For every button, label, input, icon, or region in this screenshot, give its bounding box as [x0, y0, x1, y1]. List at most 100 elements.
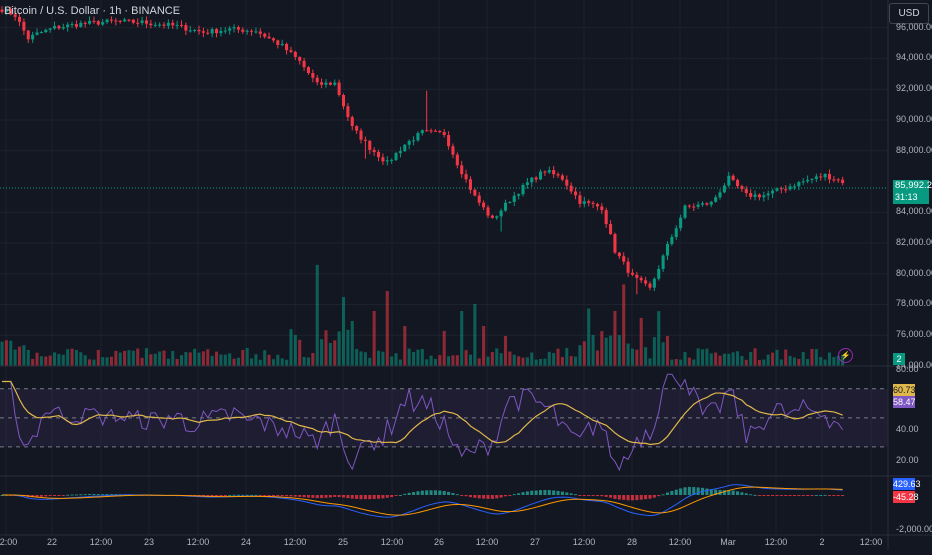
volume-bar: [105, 357, 109, 366]
macd-histogram-bar: [285, 495, 289, 497]
macd-histogram-bar: [83, 494, 87, 496]
macd-histogram-bar: [841, 495, 845, 496]
candle: [258, 31, 262, 34]
lightning-icon[interactable]: ⚡: [838, 348, 853, 363]
candle: [101, 22, 105, 25]
currency-button[interactable]: USD: [889, 3, 929, 24]
volume-bar: [17, 346, 22, 366]
volume-bar: [127, 350, 131, 366]
volume-bar: [88, 359, 92, 366]
candle: [355, 126, 359, 131]
volume-bar: [468, 354, 473, 366]
time-axis-label: 26: [433, 537, 445, 547]
volume-bar: [74, 350, 78, 366]
macd-histogram-bar: [267, 495, 271, 496]
candle: [442, 132, 446, 135]
candle: [455, 154, 459, 166]
candle: [223, 30, 227, 32]
candle: [657, 268, 661, 279]
candle: [123, 19, 127, 22]
candle: [26, 30, 30, 40]
volume-bar: [245, 348, 249, 366]
volume-bar: [267, 354, 271, 366]
volume-bar: [263, 350, 267, 366]
candle: [832, 179, 836, 181]
volume-bar: [193, 348, 197, 366]
candle: [83, 22, 87, 24]
macd-histogram-bar: [407, 492, 411, 495]
candle: [144, 20, 149, 24]
volume-bar: [657, 311, 661, 366]
volume-bar: [311, 353, 315, 366]
volume-bar: [679, 359, 683, 366]
volume-bar: [79, 352, 83, 366]
volume-bar: [622, 284, 626, 366]
candle: [538, 171, 543, 180]
candle: [228, 28, 232, 31]
macd-histogram-bar: [223, 495, 227, 496]
candle: [267, 36, 271, 39]
candle: [31, 34, 35, 40]
candle: [530, 177, 534, 183]
volume-bar: [757, 359, 761, 366]
volume-bar: [762, 359, 766, 366]
volume-bar: [705, 348, 709, 366]
candle: [823, 173, 827, 178]
volume-bar: [823, 359, 827, 366]
candle: [219, 30, 223, 34]
macd-histogram-bar: [39, 495, 43, 497]
candle: [517, 194, 521, 196]
macd-histogram-bar: [775, 495, 779, 496]
volume-bar: [355, 348, 359, 366]
grid-lines: [0, 0, 888, 535]
macd-histogram-bar: [560, 491, 564, 495]
volume-bar: [22, 345, 26, 366]
candle: [158, 24, 162, 26]
candle: [806, 179, 810, 182]
macd-histogram-bar: [302, 495, 306, 498]
candle: [166, 22, 170, 26]
macd-histogram-bar: [385, 495, 389, 498]
candle: [74, 24, 78, 27]
macd-histogram-bar: [696, 487, 700, 495]
macd-histogram-bar: [626, 495, 630, 501]
candle: [814, 176, 818, 179]
candle: [385, 160, 389, 162]
candle: [525, 182, 529, 186]
candle: [44, 29, 48, 33]
macd-histogram-bar: [757, 495, 761, 496]
volume-bar: [709, 353, 713, 366]
macd-histogram-bar: [766, 495, 770, 496]
volume-bar: [215, 351, 219, 366]
candle: [644, 280, 648, 284]
macd-histogram-bar: [219, 495, 223, 496]
macd-histogram-bar: [665, 492, 670, 495]
candle: [412, 140, 416, 142]
macd-histogram-bar: [337, 495, 341, 498]
volume-bar: [731, 352, 735, 366]
volume-bar: [565, 348, 569, 366]
candle: [490, 215, 494, 218]
macd-histogram-bar: [44, 495, 48, 497]
volume-bar: [302, 356, 306, 366]
candle: [92, 20, 96, 22]
volume-bar: [140, 357, 144, 366]
volume-bar: [188, 352, 192, 366]
candle: [363, 139, 367, 141]
macd-histogram-bar: [622, 495, 626, 500]
volume-bar: [460, 311, 464, 366]
macd-histogram-bar: [355, 495, 359, 499]
volume-bar: [381, 351, 385, 366]
symbol-title[interactable]: Bitcoin / U.S. Dollar · 1h · BINANCE: [4, 5, 181, 17]
time-axis-label: 12:00: [668, 537, 692, 547]
volume-bar: [372, 311, 376, 366]
candle: [460, 165, 464, 175]
macd-histogram-bar: [512, 494, 516, 496]
macd-histogram-bar: [731, 490, 735, 495]
volume-bar: [836, 355, 840, 366]
candle: [679, 217, 683, 229]
volume-bar: [814, 349, 818, 366]
macd-histogram-bar: [801, 495, 805, 496]
